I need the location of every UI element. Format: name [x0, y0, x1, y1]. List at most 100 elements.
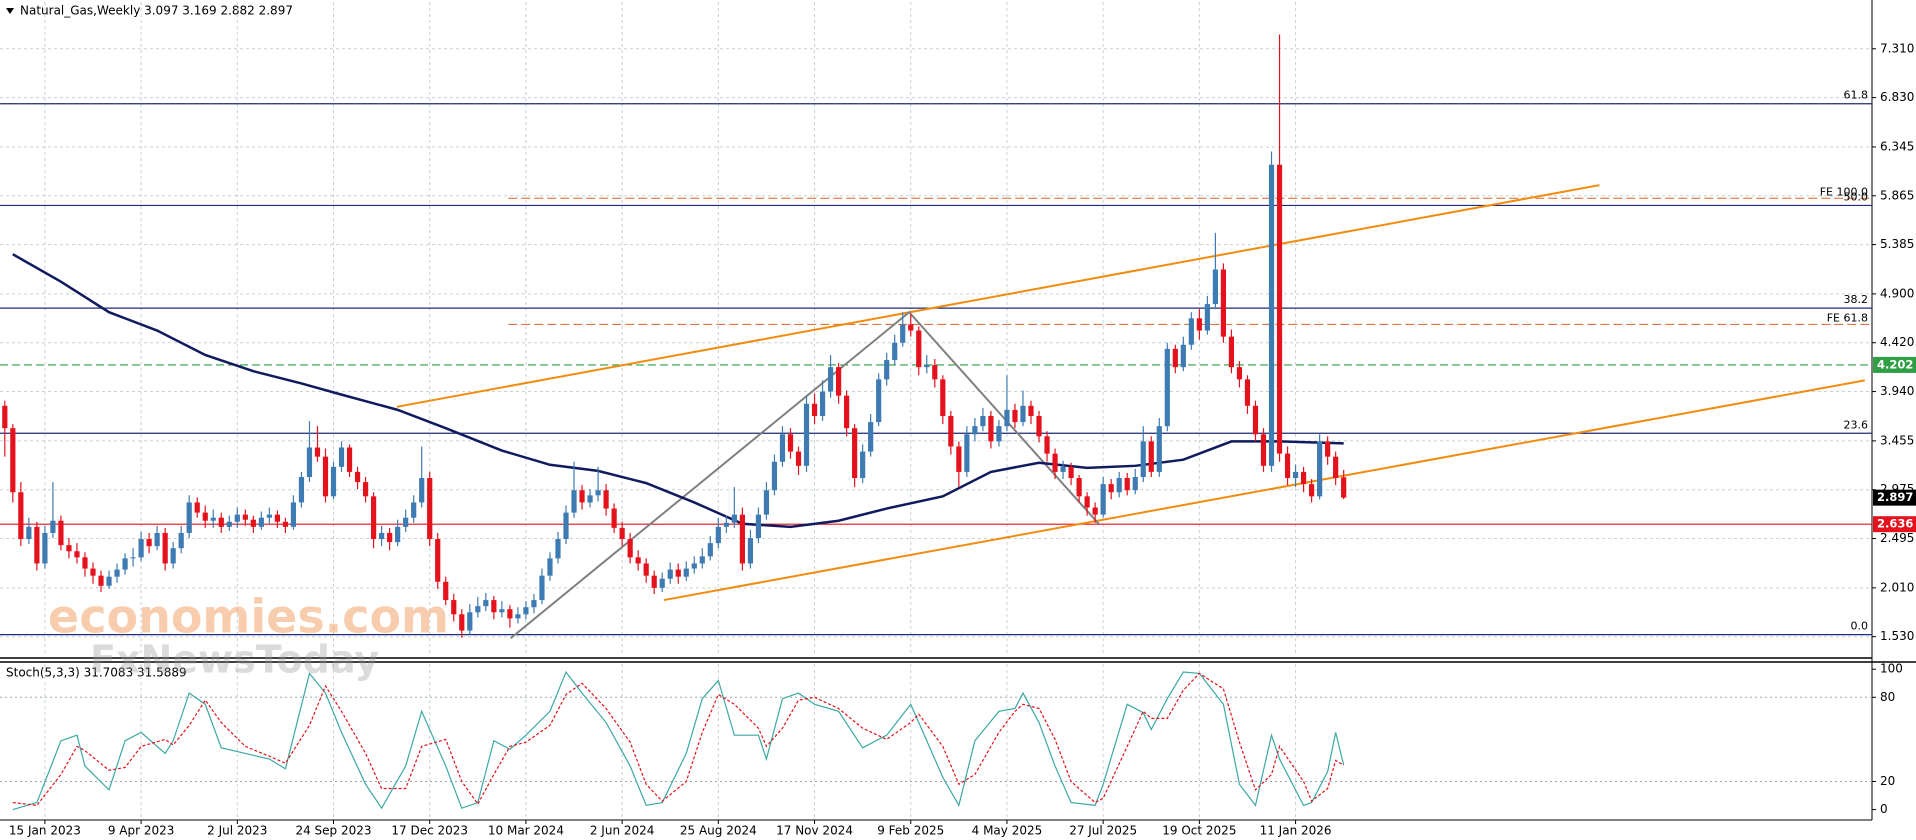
stoch-tick-label: 80: [1880, 690, 1895, 704]
candle-body: [1164, 348, 1170, 427]
candle-body: [860, 451, 866, 479]
y-tick-label: 3.940: [1880, 384, 1914, 398]
stoch-tick-label: 0: [1880, 802, 1888, 816]
candle-body: [699, 556, 705, 564]
candle-body: [427, 478, 433, 540]
candle-body: [1132, 477, 1138, 491]
candle-body: [811, 403, 818, 416]
candle-body: [403, 517, 409, 527]
candle-body: [956, 446, 962, 472]
candle-body: [34, 526, 40, 564]
candle-body: [980, 415, 986, 427]
candle-body: [1309, 484, 1315, 497]
y-tick-label: 7.310: [1880, 41, 1914, 55]
candle-body: [868, 422, 874, 452]
candle-body: [370, 496, 377, 540]
x-tick-label: 25 Aug 2024: [680, 824, 757, 838]
candle-body: [852, 428, 858, 479]
candle-body: [18, 492, 24, 540]
candle-body: [178, 532, 184, 549]
candle-body: [1020, 405, 1026, 423]
candle-body: [1317, 441, 1323, 497]
candle-body: [266, 514, 272, 518]
candle-body: [146, 539, 152, 547]
candle-body: [1268, 164, 1275, 466]
candle-body: [691, 563, 697, 569]
candle-body: [587, 495, 593, 503]
moving-average: [12, 253, 1344, 529]
candle-body: [827, 367, 834, 392]
x-tick-label: 17 Dec 2023: [391, 824, 468, 838]
candle-body: [451, 600, 457, 615]
candle-body: [579, 490, 585, 503]
candle-body: [122, 558, 128, 570]
candle-body: [539, 575, 545, 601]
candle-body: [322, 456, 329, 497]
candle-body: [988, 415, 994, 442]
candle-body: [707, 543, 713, 557]
candle-body: [42, 532, 48, 564]
candle-body: [1044, 436, 1050, 454]
candle-body: [1228, 336, 1235, 368]
candle-body: [82, 557, 88, 569]
y-tick-label: 5.865: [1880, 188, 1914, 202]
candle-body: [755, 514, 762, 539]
candle-body: [924, 365, 930, 368]
y-tick-label: 6.345: [1880, 139, 1914, 153]
candle-body: [611, 508, 617, 528]
candle-body: [1276, 164, 1283, 454]
candle-body: [555, 539, 561, 559]
candle-body: [1236, 367, 1243, 380]
candle-body: [419, 478, 425, 503]
candle-body: [411, 502, 417, 518]
candle-body: [138, 539, 144, 558]
candle-body: [330, 466, 337, 497]
candle-body: [1036, 415, 1042, 437]
y-tick-label: 2.010: [1880, 580, 1914, 594]
y-tick-label: 2.495: [1880, 531, 1914, 545]
y-tick-label: 5.385: [1880, 237, 1914, 251]
stoch-line: [12, 670, 1345, 811]
stoch-line: [12, 672, 1344, 807]
candle-body: [803, 403, 810, 466]
x-tick-label: 24 Sep 2023: [295, 824, 371, 838]
candle-body: [771, 461, 778, 491]
candle-body: [282, 521, 289, 527]
price-tag-label: 4.202: [1877, 357, 1913, 371]
candle-body: [90, 568, 96, 576]
fib-label: 61.8: [1844, 89, 1869, 102]
candle-body: [379, 532, 385, 540]
candle-body: [26, 526, 32, 540]
candle-body: [1212, 269, 1218, 305]
candle-body: [723, 522, 729, 527]
candle-body: [507, 609, 513, 619]
y-tick-label: 3.455: [1880, 433, 1914, 447]
candle-body: [972, 426, 978, 435]
candle-body: [1260, 434, 1267, 466]
candle-body: [659, 578, 665, 588]
candle-body: [651, 575, 657, 588]
candle-body: [627, 539, 633, 558]
candle-body: [218, 517, 224, 527]
candle-body: [1108, 484, 1114, 493]
candle-body: [940, 379, 946, 416]
candle-body: [58, 520, 64, 546]
candle-body: [74, 551, 80, 558]
candle-body: [242, 514, 248, 520]
menu-arrow[interactable]: [6, 8, 14, 14]
candle-body: [1300, 471, 1307, 485]
candle-body: [1092, 507, 1098, 515]
y-tick-label: 4.900: [1880, 286, 1914, 300]
candle-body: [1325, 441, 1331, 457]
candle-body: [475, 606, 481, 613]
candle-body: [1116, 478, 1122, 493]
candle-body: [459, 614, 465, 631]
fib-label: 23.6: [1844, 418, 1869, 431]
candle-body: [964, 434, 970, 472]
candle-body: [932, 365, 938, 380]
candle-body: [675, 569, 681, 577]
candle-body: [66, 545, 72, 552]
candle-body: [346, 447, 353, 472]
